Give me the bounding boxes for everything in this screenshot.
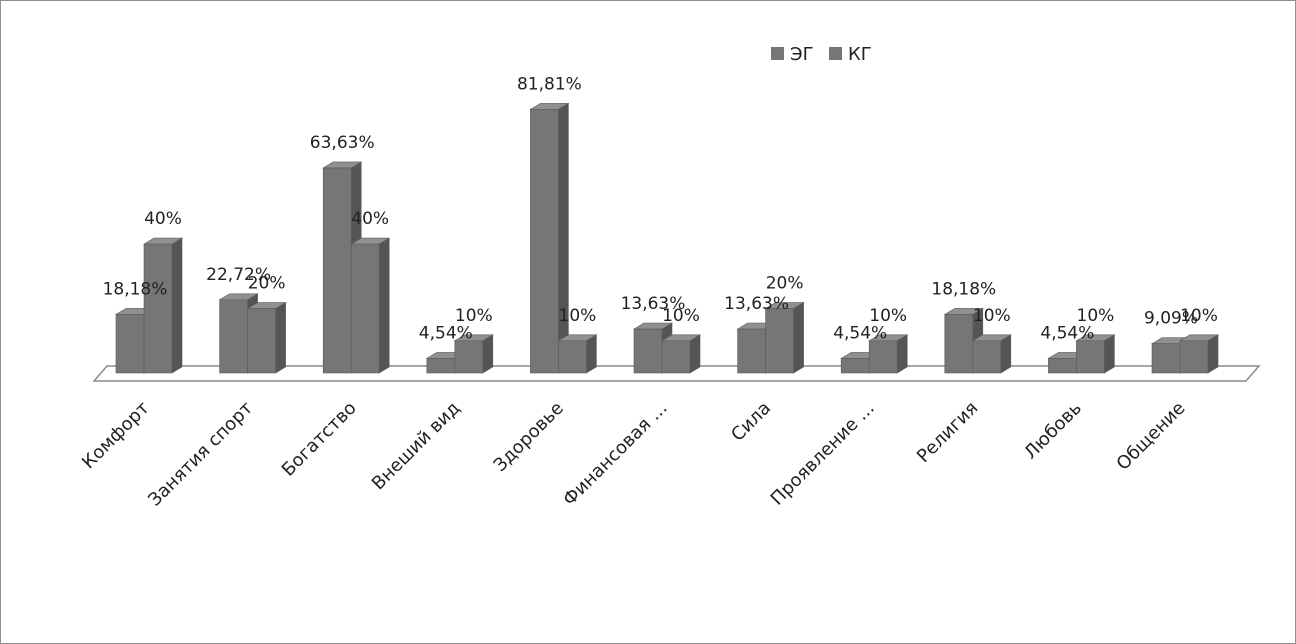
bar-kg-7 bbox=[868, 334, 909, 374]
data-label-eg-7: 4,54% bbox=[833, 323, 887, 343]
bar-kg-5 bbox=[660, 334, 702, 374]
bars bbox=[114, 102, 1220, 374]
data-label-kg-5: 10% bbox=[662, 306, 700, 326]
category-label-10: Общение bbox=[1113, 398, 1190, 475]
data-label-kg-7: 10% bbox=[869, 306, 907, 326]
category-label-5: Финансовая ... bbox=[559, 398, 671, 510]
data-labels: 18,18%40%22,72%20%63,63%40%4,54%10%81,81… bbox=[103, 74, 1218, 343]
category-label-1: Занятия спорт bbox=[144, 398, 257, 511]
data-label-eg-5: 13,63% bbox=[621, 294, 686, 314]
legend-label-eg: ЭГ bbox=[790, 44, 814, 65]
bar-kg-0 bbox=[142, 237, 184, 374]
data-label-kg-3: 10% bbox=[455, 306, 493, 326]
bar-eg-2 bbox=[322, 161, 363, 374]
bar-kg-2 bbox=[350, 237, 391, 374]
legend: ЭГ КГ bbox=[771, 44, 872, 65]
bar-kg-8 bbox=[971, 334, 1012, 374]
category-label-7: Проявление ... bbox=[767, 398, 879, 510]
bar-kg-10 bbox=[1178, 334, 1220, 374]
data-label-kg-10: 10% bbox=[1180, 306, 1218, 326]
data-label-kg-0: 40% bbox=[144, 209, 182, 229]
legend-swatch-kg bbox=[829, 47, 842, 60]
bar-kg-4 bbox=[557, 334, 598, 374]
data-label-eg-9: 4,54% bbox=[1040, 323, 1094, 343]
bar-kg-9 bbox=[1075, 334, 1116, 374]
category-label-4: Здоровье bbox=[490, 398, 568, 476]
data-label-kg-4: 10% bbox=[559, 306, 597, 326]
data-label-eg-3: 4,54% bbox=[419, 323, 473, 343]
bar-kg-6 bbox=[764, 302, 805, 374]
category-label-2: Богатство bbox=[278, 398, 361, 481]
bar-eg-8 bbox=[943, 307, 984, 374]
bar-kg-1 bbox=[246, 302, 287, 374]
legend-label-kg: КГ bbox=[848, 44, 872, 65]
data-label-kg-9: 10% bbox=[1077, 306, 1115, 326]
data-label-eg-10: 9,09% bbox=[1144, 309, 1198, 329]
data-label-eg-8: 18,18% bbox=[931, 279, 996, 299]
category-label-0: Комфорт bbox=[78, 398, 153, 473]
data-label-eg-1: 22,72% bbox=[206, 265, 271, 285]
data-label-kg-8: 10% bbox=[973, 306, 1011, 326]
data-label-eg-6: 13,63% bbox=[724, 294, 789, 314]
data-label-kg-1: 20% bbox=[248, 274, 286, 294]
data-label-kg-2: 40% bbox=[351, 209, 389, 229]
bar-kg-3 bbox=[453, 334, 494, 374]
legend-swatch-eg bbox=[771, 47, 784, 60]
bar-eg-4 bbox=[529, 102, 570, 374]
category-label-3: Внеший вид bbox=[368, 398, 465, 495]
data-label-eg-2: 63,63% bbox=[310, 133, 375, 153]
data-label-eg-0: 18,18% bbox=[103, 279, 168, 299]
category-label-9: Любовь bbox=[1020, 398, 1086, 464]
data-label-eg-4: 81,81% bbox=[517, 74, 582, 94]
category-label-6: Сила bbox=[727, 398, 775, 446]
category-label-8: Религия bbox=[913, 398, 982, 467]
data-label-kg-6: 20% bbox=[766, 274, 804, 294]
